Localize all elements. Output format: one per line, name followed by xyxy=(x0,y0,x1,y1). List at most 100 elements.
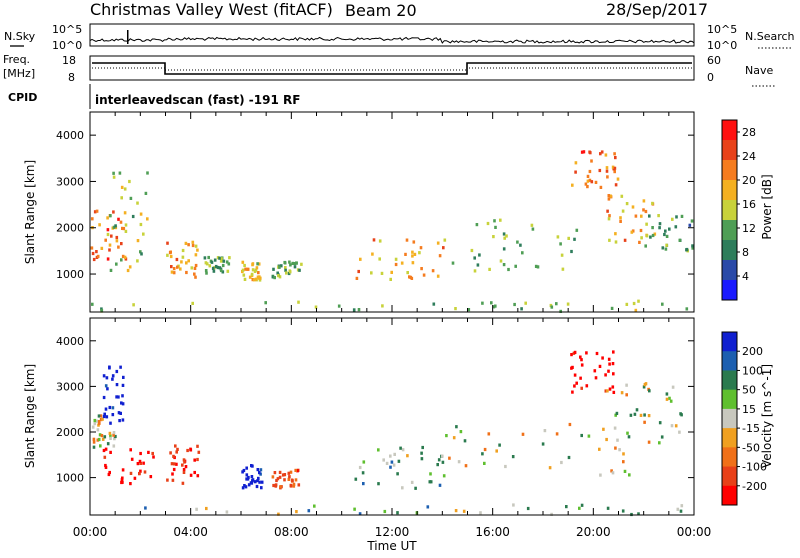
power-cell xyxy=(443,238,447,242)
velocity-cell xyxy=(642,385,646,389)
velocity-cell xyxy=(437,458,441,462)
power-cell xyxy=(115,262,118,266)
velocity-cell xyxy=(611,362,615,366)
power-colorbar-swatch xyxy=(722,200,737,221)
velocity-cell xyxy=(610,469,613,473)
velocity-cell xyxy=(102,448,106,453)
power-cell xyxy=(599,185,603,189)
velocity-cell xyxy=(455,425,458,429)
power-cell xyxy=(590,159,593,163)
power-cell xyxy=(661,246,665,250)
power-cell xyxy=(256,262,259,266)
power-cell xyxy=(499,218,502,222)
power-colorbar-tick: 4 xyxy=(742,270,749,283)
velocity-cell xyxy=(189,448,193,452)
velocity-cell xyxy=(575,381,578,385)
power-cell xyxy=(559,242,562,246)
power-cell xyxy=(408,275,411,279)
power-cell xyxy=(120,258,123,262)
velocity-cell xyxy=(607,369,610,373)
velocity-cell xyxy=(138,471,141,476)
velocity-colorbar-swatch xyxy=(722,408,737,429)
velocity-cell xyxy=(247,483,251,487)
power-cell xyxy=(614,183,618,187)
power-cell xyxy=(248,275,252,279)
power-cell xyxy=(122,227,126,231)
power-cell xyxy=(607,194,611,198)
velocity-cell xyxy=(108,431,112,435)
power-cell xyxy=(219,268,223,273)
power-cell xyxy=(556,235,560,239)
velocity-cell xyxy=(250,464,253,468)
power-cell xyxy=(287,271,291,276)
power-cell xyxy=(291,261,294,265)
time-tick-label: 00:00 xyxy=(677,525,712,539)
velocity-cell xyxy=(671,385,675,389)
power-cell xyxy=(688,223,692,227)
power-cell xyxy=(108,243,112,247)
velocity-cell xyxy=(389,454,392,458)
power-cell xyxy=(93,210,97,214)
power-cell xyxy=(678,238,682,242)
velocity-cell xyxy=(120,478,124,482)
velocity-cell xyxy=(526,506,530,511)
velocity-cell xyxy=(668,396,671,400)
velocity-cell xyxy=(604,373,607,377)
velocity-cell xyxy=(633,412,637,416)
power-cell xyxy=(196,248,199,252)
power-cell xyxy=(293,262,297,266)
velocity-cell xyxy=(481,452,484,456)
velocity-cell xyxy=(112,433,115,437)
velocity-cell xyxy=(278,470,282,474)
power-cell xyxy=(187,259,190,263)
velocity-cell xyxy=(107,472,111,477)
power-cell xyxy=(191,243,195,248)
velocity-cell xyxy=(297,483,301,487)
velocity-cell xyxy=(258,471,261,475)
nsearch-tick-top: 10^5 xyxy=(707,23,737,36)
power-cell xyxy=(561,267,565,271)
velocity-cell xyxy=(358,512,362,516)
velocity-cell xyxy=(487,432,491,436)
velocity-cell xyxy=(658,421,662,425)
velocity-cell xyxy=(377,482,380,486)
velocity-cell xyxy=(420,457,424,461)
velocity-cell xyxy=(99,414,103,418)
velocity-cell xyxy=(457,460,461,464)
velocity-cell xyxy=(573,373,577,377)
velocity-cell xyxy=(396,511,399,515)
power-cell xyxy=(91,302,94,306)
power-cell xyxy=(254,277,258,281)
power-colorbar-tick: 8 xyxy=(742,246,749,259)
velocity-cell xyxy=(578,506,581,510)
nsky-line xyxy=(89,36,695,44)
velocity-cell xyxy=(420,451,423,455)
velocity-colorbar-tick: -50 xyxy=(742,441,760,454)
velocity-y-label: Slant Range [km] xyxy=(23,364,37,468)
power-cell xyxy=(600,150,604,154)
power-cell xyxy=(649,235,652,239)
power-cell xyxy=(90,246,94,250)
power-cell xyxy=(625,302,629,306)
power-cell xyxy=(112,210,115,214)
velocity-cell xyxy=(296,469,299,473)
power-cell xyxy=(648,214,651,218)
velocity-cell xyxy=(565,505,568,509)
velocity-cell xyxy=(281,473,285,477)
power-cell xyxy=(438,254,442,258)
velocity-cell xyxy=(608,362,611,366)
velocity-cell xyxy=(602,427,605,431)
velocity-cell xyxy=(99,418,103,422)
power-cell xyxy=(665,243,668,247)
velocity-cell xyxy=(133,476,137,480)
velocity-cell xyxy=(259,468,263,472)
velocity-cell xyxy=(172,467,176,472)
velocity-cell xyxy=(105,376,109,380)
velocity-cell xyxy=(462,509,466,513)
power-cell xyxy=(632,301,636,306)
velocity-cell xyxy=(426,505,430,509)
velocity-cell xyxy=(142,461,145,465)
velocity-cell xyxy=(401,486,404,490)
velocity-cell xyxy=(289,470,293,474)
power-cell xyxy=(142,232,145,236)
